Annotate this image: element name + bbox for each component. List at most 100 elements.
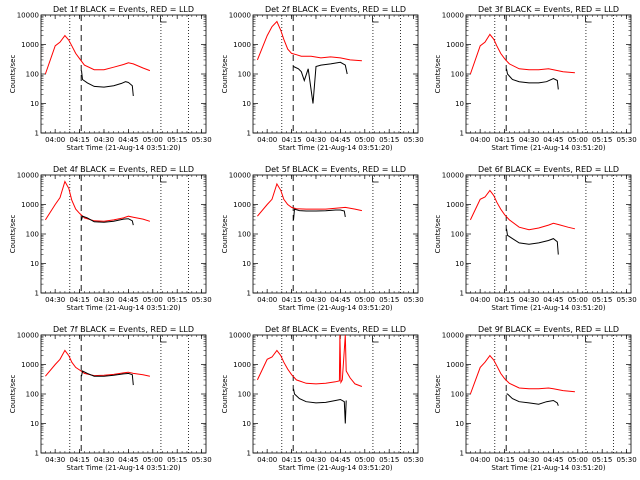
y-tick-label: 100 bbox=[451, 391, 464, 399]
corner-bracket-mark bbox=[372, 16, 379, 23]
y-tick-label: 1000 bbox=[233, 41, 251, 49]
y-tick-label: 10000 bbox=[17, 172, 39, 180]
corner-bracket-mark bbox=[160, 336, 167, 343]
y-tick-label: 1000 bbox=[446, 361, 464, 369]
detector-panel-3: Det 3f BLACK = Events, RED = LLD 1 10 100 10… bbox=[434, 5, 637, 152]
x-tick-label: 05:30 bbox=[404, 296, 424, 304]
x-tick-label: 04:30 bbox=[519, 296, 539, 304]
corner-bracket-mark bbox=[585, 176, 592, 183]
x-tick-label: 05:15 bbox=[379, 296, 399, 304]
y-tick-label: 1000 bbox=[21, 41, 39, 49]
y-tick-label: 10000 bbox=[442, 172, 464, 180]
x-tick-label: 04:00 bbox=[257, 296, 277, 304]
lld-series-line bbox=[469, 354, 575, 395]
x-axis-label: Start Time (21-Aug-14 03:51:20) bbox=[491, 304, 605, 312]
x-axis-label: Start Time (21-Aug-14 03:51:20) bbox=[278, 464, 392, 472]
detector-panel-9: Det 9f BLACK = Events, RED = LLD 1 10 100 10… bbox=[434, 325, 637, 472]
y-tick-label: 100 bbox=[451, 231, 464, 239]
x-tick-label: 05:30 bbox=[192, 136, 212, 144]
detector-panel-4: Det 4f BLACK = Events, RED = LLD 1 10 100 10… bbox=[9, 165, 212, 312]
y-tick-label: 10 bbox=[455, 260, 464, 268]
y-tick-label: 10000 bbox=[229, 172, 251, 180]
x-tick-label: 04:00 bbox=[470, 136, 490, 144]
y-tick-label: 100 bbox=[451, 71, 464, 79]
x-tick-label: 04:30 bbox=[94, 296, 114, 304]
y-tick-label: 1000 bbox=[446, 41, 464, 49]
y-tick-label: 1 bbox=[35, 450, 39, 458]
events-series-line bbox=[506, 68, 559, 90]
x-axis-label: Start Time (21-Aug-14 03:51:20) bbox=[491, 464, 605, 472]
y-tick-label: 10 bbox=[242, 260, 251, 268]
x-tick-label: 04:15 bbox=[494, 136, 514, 144]
x-tick-label: 05:30 bbox=[617, 296, 637, 304]
panel-title: Det 5f BLACK = Events, RED = LLD bbox=[265, 165, 406, 174]
x-tick-label: 04:15 bbox=[494, 456, 514, 464]
lld-series-line bbox=[256, 20, 362, 62]
x-tick-label: 05:30 bbox=[404, 456, 424, 464]
plot-frame bbox=[465, 174, 632, 294]
x-tick-label: 05:00 bbox=[355, 296, 375, 304]
y-axis-label: Counts/sec bbox=[9, 55, 17, 94]
x-axis-label: Start Time (21-Aug-14 03:51:20) bbox=[278, 144, 392, 152]
x-tick-label: 04:00 bbox=[470, 456, 490, 464]
x-tick-label: 04:30 bbox=[45, 296, 65, 304]
y-tick-label: 10000 bbox=[17, 12, 39, 20]
lld-series-line bbox=[45, 349, 151, 377]
x-tick-label: 04:30 bbox=[519, 456, 539, 464]
y-tick-label: 10 bbox=[242, 420, 251, 428]
panel-title: Det 7f BLACK = Events, RED = LLD bbox=[53, 325, 194, 334]
x-tick-label: 04:15 bbox=[281, 296, 301, 304]
y-tick-label: 100 bbox=[238, 71, 251, 79]
y-tick-label: 10000 bbox=[442, 332, 464, 340]
plot-frame bbox=[252, 14, 419, 134]
x-tick-label: 04:45 bbox=[543, 456, 563, 464]
y-tick-label: 10000 bbox=[17, 332, 39, 340]
detector-panel-5: Det 5f BLACK = Events, RED = LLD 1 10 100 10… bbox=[221, 165, 424, 312]
x-tick-label: 04:00 bbox=[257, 136, 277, 144]
x-tick-label: 04:15 bbox=[69, 296, 89, 304]
y-tick-label: 10 bbox=[30, 100, 39, 108]
y-tick-label: 1 bbox=[35, 130, 39, 138]
y-tick-label: 10000 bbox=[229, 12, 251, 20]
y-tick-label: 100 bbox=[26, 231, 39, 239]
x-tick-label: 04:30 bbox=[94, 456, 114, 464]
x-tick-label: 05:15 bbox=[379, 136, 399, 144]
corner-bracket-mark bbox=[372, 336, 379, 343]
x-tick-label: 05:30 bbox=[192, 296, 212, 304]
detector-panel-7: Det 7f BLACK = Events, RED = LLD 1 10 100 10… bbox=[9, 325, 212, 472]
x-tick-label: 04:30 bbox=[45, 456, 65, 464]
corner-bracket-mark bbox=[160, 176, 167, 183]
lld-series-line bbox=[469, 33, 575, 75]
x-tick-label: 05:15 bbox=[592, 136, 612, 144]
x-tick-label: 05:15 bbox=[167, 136, 187, 144]
y-tick-label: 100 bbox=[26, 391, 39, 399]
x-tick-label: 04:30 bbox=[306, 296, 326, 304]
events-series-line bbox=[81, 215, 134, 226]
x-tick-label: 04:15 bbox=[281, 136, 301, 144]
lld-series-line bbox=[44, 180, 151, 222]
x-tick-label: 04:15 bbox=[69, 136, 89, 144]
x-tick-label: 04:15 bbox=[69, 456, 89, 464]
plot-frame bbox=[40, 334, 207, 454]
events-series-line bbox=[506, 393, 559, 406]
x-tick-label: 04:15 bbox=[281, 456, 301, 464]
y-tick-label: 10 bbox=[242, 100, 251, 108]
x-tick-label: 05:30 bbox=[617, 456, 637, 464]
x-tick-label: 04:45 bbox=[330, 456, 350, 464]
panel-title: Det 3f BLACK = Events, RED = LLD bbox=[478, 5, 619, 14]
detector-panel-1: Det 1f BLACK = Events, RED = LLD 1 10 100 10… bbox=[9, 5, 212, 152]
y-tick-label: 10000 bbox=[442, 12, 464, 20]
y-tick-label: 10 bbox=[455, 420, 464, 428]
corner-bracket-mark bbox=[585, 16, 592, 23]
y-tick-label: 10000 bbox=[229, 332, 251, 340]
y-axis-label: Counts/sec bbox=[221, 375, 229, 414]
y-tick-label: 1 bbox=[247, 450, 251, 458]
y-axis-label: Counts/sec bbox=[434, 55, 442, 94]
events-series-line bbox=[293, 388, 347, 424]
x-tick-label: 04:45 bbox=[330, 296, 350, 304]
y-tick-label: 10 bbox=[455, 100, 464, 108]
corner-bracket-mark bbox=[372, 176, 379, 183]
panel-title: Det 8f BLACK = Events, RED = LLD bbox=[265, 325, 406, 334]
y-axis-label: Counts/sec bbox=[221, 55, 229, 94]
